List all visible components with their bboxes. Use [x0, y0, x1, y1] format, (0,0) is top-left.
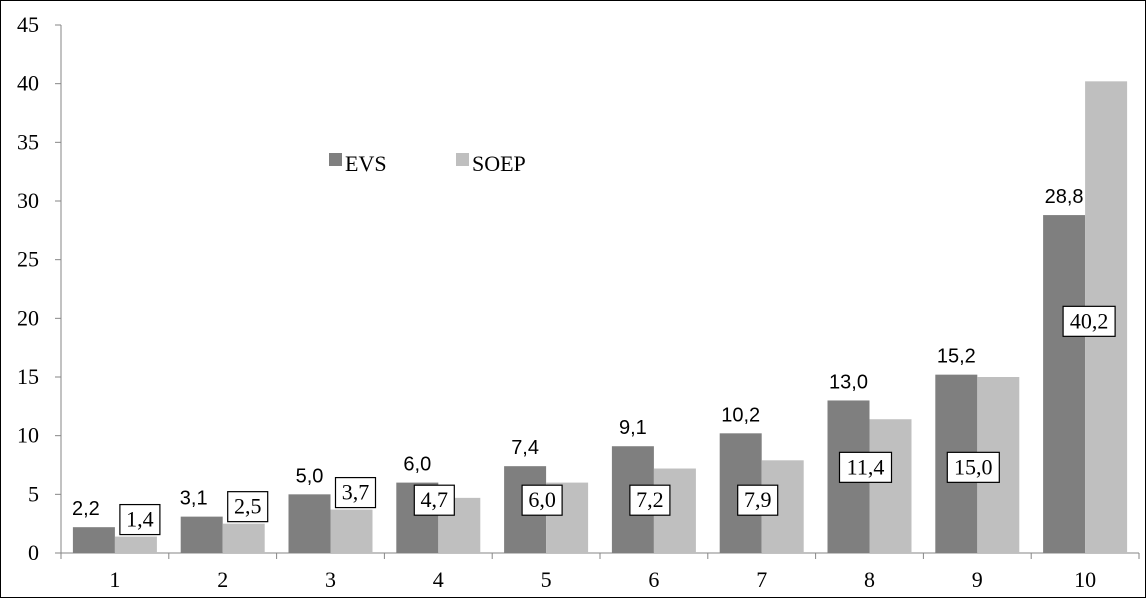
data-label-soep: 6,0	[521, 484, 563, 516]
data-label-soep-text: 7,9	[744, 487, 772, 512]
data-label-soep-text: 40,2	[1070, 308, 1109, 333]
data-label-soep-box	[1062, 305, 1116, 337]
y-tick-label: 30	[17, 188, 39, 213]
x-axis: 1 2 3 4 5 6 7 8 9 10	[60, 552, 1140, 592]
legend-label-evs: EVS	[345, 151, 387, 176]
data-label-soep: 7,9	[737, 484, 779, 516]
x-tick-label: 9	[972, 567, 983, 592]
bar-evs	[180, 516, 223, 553]
legend-label-soep: SOEP	[472, 151, 526, 176]
data-label-soep-box	[227, 491, 269, 523]
data-label-evs: 5,0	[296, 465, 324, 487]
bar-evs	[72, 527, 115, 553]
y-tick-label: 0	[28, 540, 39, 565]
data-label-soep-box	[413, 484, 455, 516]
x-tick-label: 6	[648, 567, 659, 592]
bar-evs	[288, 494, 331, 553]
x-tick-label: 3	[325, 567, 336, 592]
y-axis: 0 5 10 15 20 25 30 35 40 45	[17, 12, 62, 565]
data-label-evs: 10,2	[721, 404, 760, 426]
data-label-soep-text: 7,2	[636, 487, 664, 512]
data-label-evs: 7,4	[511, 437, 539, 459]
data-label-soep-text: 1,4	[126, 507, 154, 532]
legend-swatch-evs	[329, 153, 342, 166]
bar-soep	[330, 509, 373, 553]
data-label-soep-box	[838, 451, 893, 483]
x-tick-label: 4	[433, 567, 444, 592]
bar-soep	[114, 536, 157, 553]
x-tick-label: 5	[541, 567, 552, 592]
data-label-soep-box	[737, 484, 779, 516]
data-label-soep-text: 2,5	[234, 494, 262, 519]
data-label-soep: 11,4	[838, 451, 893, 483]
data-label-soep-box	[334, 476, 377, 509]
y-tick-label: 45	[17, 12, 39, 37]
y-tick-label: 10	[17, 423, 39, 448]
y-tick-label: 5	[28, 481, 39, 506]
data-labels: 2,2 1,4 3,1 2,5 5,0 3,7 6,0 4,7 7,4 6,0 9,1 7,2 10,2…	[72, 186, 1116, 536]
data-label-soep: 7,2	[629, 484, 671, 516]
data-label-evs: 6,0	[403, 454, 431, 476]
y-tick-label: 25	[17, 247, 39, 272]
data-label-soep: 1,4	[119, 503, 161, 536]
data-label-evs: 9,1	[619, 417, 647, 439]
data-label-soep: 15,0	[946, 451, 1000, 483]
data-label-soep-box	[521, 484, 563, 516]
data-label-soep-text: 4,7	[421, 487, 449, 512]
y-tick-label: 35	[17, 129, 39, 154]
y-tick-label: 40	[17, 71, 39, 96]
y-tick-label: 20	[17, 305, 39, 330]
legend: EVS SOEP	[329, 151, 526, 176]
data-label-evs: 13,0	[829, 371, 868, 393]
x-tick-label: 7	[756, 567, 767, 592]
x-tick-label: 1	[109, 567, 120, 592]
data-label-soep-box	[629, 484, 671, 516]
x-tick-label: 10	[1074, 567, 1096, 592]
data-label-soep-text: 6,0	[528, 487, 556, 512]
legend-swatch-soep	[456, 153, 469, 166]
data-label-soep-box	[119, 503, 161, 536]
x-tick-label: 2	[217, 567, 228, 592]
data-label-soep-text: 15,0	[954, 454, 993, 479]
data-label-soep: 40,2	[1062, 305, 1116, 337]
data-label-evs: 15,2	[937, 346, 976, 368]
data-label-evs: 3,1	[180, 488, 208, 510]
y-tick-label: 15	[17, 364, 39, 389]
data-label-soep-box	[946, 451, 1000, 483]
data-label-soep: 3,7	[334, 476, 377, 509]
data-label-soep-text: 11,4	[847, 454, 885, 479]
data-label-soep-text: 3,7	[342, 480, 370, 505]
x-tick-label: 8	[864, 567, 875, 592]
data-label-evs: 28,8	[1045, 186, 1084, 208]
data-label-evs: 2,2	[72, 498, 100, 520]
bar-soep	[869, 419, 912, 553]
data-label-soep: 2,5	[227, 491, 269, 523]
bar-evs	[1043, 215, 1086, 553]
data-label-soep: 4,7	[413, 484, 455, 516]
bar-soep	[222, 523, 265, 553]
